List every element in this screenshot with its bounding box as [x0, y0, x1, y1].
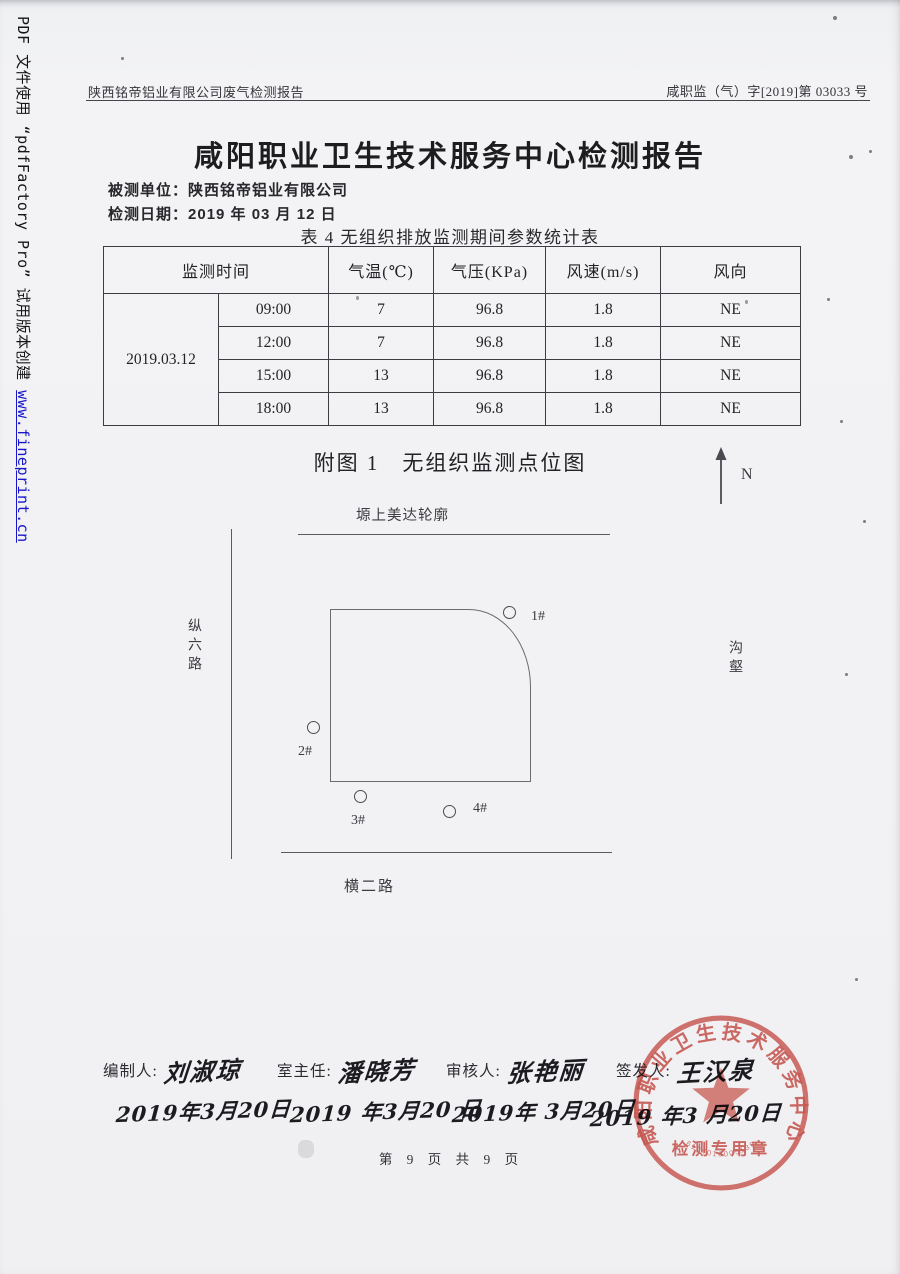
signature-block-preparer: 编制人: 刘淑琼 — [103, 1052, 243, 1089]
cell-temp: 13 — [328, 359, 435, 393]
cell-winddir: NE — [660, 359, 802, 393]
scan-speck — [356, 296, 359, 300]
scan-speck — [849, 155, 853, 159]
tested-unit-value: 陕西铭帝铝业有限公司 — [188, 182, 349, 199]
monitoring-point-label: 2# — [298, 744, 312, 759]
header-rule — [86, 100, 870, 101]
star-icon — [692, 1067, 750, 1123]
test-date-value: 2019 年 03 月 12 日 — [188, 206, 337, 223]
scan-speck — [869, 150, 872, 153]
cell-temp: 13 — [328, 392, 435, 426]
scan-smudge — [298, 1140, 314, 1158]
signature-name: 张艳丽 — [505, 1054, 586, 1089]
signature-date: 2019年3月20日 — [115, 1095, 293, 1128]
cell-pressure: 96.8 — [433, 326, 547, 360]
table-row: 12:00 7 96.8 1.8 NE — [104, 326, 802, 360]
cell-windspeed: 1.8 — [545, 392, 662, 426]
cell-pressure: 96.8 — [433, 359, 547, 393]
scan-speck — [840, 420, 843, 423]
cell-windspeed: 1.8 — [545, 359, 662, 393]
page-title: 咸阳职业卫生技术服务中心检测报告 — [193, 141, 706, 173]
signature-label: 室主任: — [277, 1063, 332, 1080]
col-header-windspeed: 风速(m/s) — [545, 246, 662, 294]
bottom-road-label: 横二路 — [344, 879, 396, 895]
table-header-row: 监测时间 气温(℃) 气压(KPa) 风速(m/s) 风向 — [102, 246, 802, 294]
signature-label: 编制人: — [103, 1063, 158, 1080]
cell-winddir: NE — [660, 293, 802, 327]
scan-speck — [855, 978, 858, 981]
scan-speck — [121, 57, 124, 60]
signature-block-reviewer: 审核人: 张艳丽 — [446, 1052, 586, 1089]
cell-pressure: 96.8 — [433, 293, 547, 327]
table-caption: 表 4 无组织排放监测期间参数统计表 — [300, 228, 600, 247]
scan-speck — [745, 300, 748, 304]
monitoring-point-label: 3# — [351, 813, 365, 828]
left-road-label: 纵六路 — [186, 618, 201, 675]
signature-block-room-director: 室主任: 潘晓芳 — [277, 1052, 417, 1089]
scan-speck — [827, 298, 830, 301]
north-arrow-icon — [715, 447, 727, 504]
cell-windspeed: 1.8 — [545, 293, 662, 327]
scan-speck — [833, 16, 837, 20]
cell-date: 2019.03.12 — [103, 293, 219, 426]
signature-name: 刘淑琼 — [162, 1054, 243, 1089]
cell-time: 18:00 — [217, 392, 330, 426]
right-gully-label: 沟壑 — [727, 640, 742, 678]
parameter-table: 监测时间 气温(℃) 气压(KPa) 风速(m/s) 风向 2019.03.12… — [102, 246, 802, 426]
factory-outline — [330, 609, 531, 782]
official-stamp: 咸阳职业卫生技术服务中心 检测专用章 6104010005139 — [633, 1015, 809, 1191]
cell-pressure: 96.8 — [433, 392, 547, 426]
page-number: 第 9 页 共 9 页 — [378, 1152, 522, 1167]
monitoring-point-icon — [443, 805, 456, 818]
cell-windspeed: 1.8 — [545, 326, 662, 360]
watermark-text: PDF 文件使用 “pdfFactory Pro” 试用版本创建 — [14, 16, 32, 391]
stamp-title: 检测专用章 — [672, 1139, 771, 1159]
table-row: 15:00 13 96.8 1.8 NE — [104, 359, 802, 393]
signature-name: 潘晓芳 — [336, 1054, 417, 1089]
tested-unit-line: 被测单位：陕西铭帝铝业有限公司 — [108, 179, 348, 200]
site-top-label: 塬上美达轮廓 — [356, 508, 449, 524]
monitoring-point-label: 4# — [473, 801, 487, 816]
top-road-line — [298, 534, 610, 535]
monitoring-point-icon — [354, 790, 367, 803]
stamp-ring — [633, 1015, 809, 1191]
table-row: 2019.03.12 09:00 7 96.8 1.8 NE — [103, 293, 802, 426]
col-header-time: 监测时间 — [102, 246, 330, 294]
col-header-pressure: 气压(KPa) — [433, 246, 547, 294]
cell-winddir: NE — [660, 392, 802, 426]
test-date-label: 检测日期： — [108, 206, 189, 223]
cell-time: 12:00 — [217, 326, 330, 360]
header-report-name: 陕西铭帝铝业有限公司废气检测报告 — [88, 85, 305, 100]
bottom-road-line — [281, 852, 612, 853]
north-label: N — [741, 466, 753, 483]
tested-unit-label: 被测单位： — [108, 182, 189, 199]
scan-speck — [845, 673, 848, 676]
cell-winddir: NE — [660, 326, 802, 360]
col-header-temp: 气温(℃) — [328, 246, 435, 294]
cell-temp: 7 — [328, 293, 435, 327]
col-header-winddir: 风向 — [660, 246, 802, 294]
monitoring-point-label: 1# — [531, 609, 545, 624]
monitoring-point-icon — [503, 606, 516, 619]
cell-time: 09:00 — [217, 293, 330, 327]
cell-time: 15:00 — [217, 359, 330, 393]
cell-temp: 7 — [328, 326, 435, 360]
header-document-number: 咸职监（气）字[2019]第 03033 号 — [666, 84, 868, 99]
left-road-line — [231, 529, 232, 859]
scan-speck — [863, 520, 866, 523]
figure-caption: 附图 1 无组织监测点位图 — [313, 451, 587, 475]
test-date-line: 检测日期：2019 年 03 月 12 日 — [108, 203, 337, 224]
signature-label: 审核人: — [446, 1063, 501, 1080]
table-row: 18:00 13 96.8 1.8 NE — [104, 392, 802, 426]
monitoring-point-icon — [307, 721, 320, 734]
